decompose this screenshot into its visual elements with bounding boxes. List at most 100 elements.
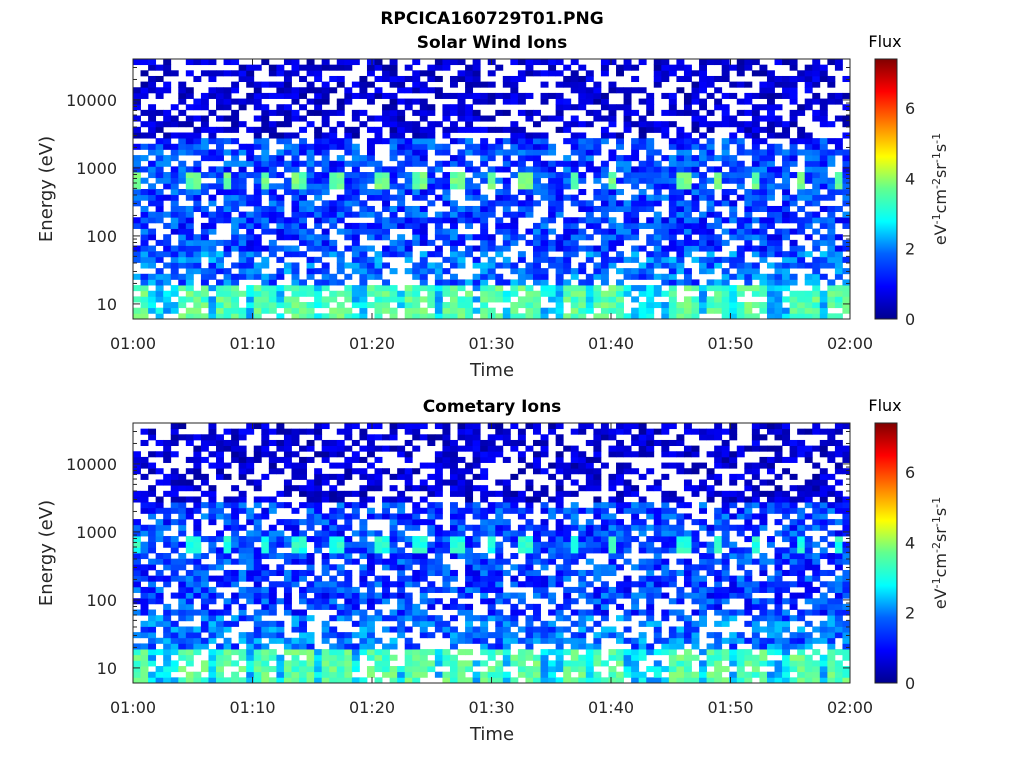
heatmap-cell — [683, 239, 692, 246]
heatmap-cell — [759, 273, 768, 280]
heatmap-cell — [291, 307, 300, 314]
heatmap-cell — [178, 626, 187, 633]
heatmap-cell — [827, 189, 836, 196]
heatmap-cell — [291, 524, 300, 531]
heatmap-cell — [351, 296, 360, 303]
heatmap-cell — [419, 98, 428, 105]
heatmap-cell — [623, 98, 632, 105]
heatmap-cell — [283, 649, 292, 656]
heatmap-cell — [193, 59, 202, 66]
heatmap-cell — [419, 649, 428, 656]
heatmap-cell — [774, 285, 783, 292]
heatmap-cell — [834, 632, 843, 639]
heatmap-cell — [155, 268, 164, 275]
heatmap-cell — [374, 313, 383, 320]
heatmap-cell — [570, 660, 579, 667]
heatmap-cell — [533, 228, 541, 235]
heatmap-cell — [238, 586, 247, 593]
heatmap-cell — [321, 200, 330, 207]
heatmap-cell — [351, 530, 360, 537]
heatmap-cell — [366, 222, 375, 229]
heatmap-cell — [729, 637, 738, 644]
heatmap-cell — [578, 155, 587, 162]
heatmap-cell — [570, 268, 579, 275]
heatmap-cell — [744, 98, 753, 105]
heatmap-cell — [729, 92, 738, 99]
heatmap-cell — [419, 660, 428, 667]
heatmap-cell — [563, 121, 572, 128]
heatmap-cell — [548, 262, 557, 269]
heatmap-cell — [661, 121, 670, 128]
heatmap-cell — [593, 302, 602, 309]
heatmap-cell — [827, 98, 836, 105]
heatmap-cell — [563, 569, 572, 577]
heatmap-cell — [593, 632, 602, 639]
heatmap-cell — [804, 643, 813, 650]
heatmap-cell — [714, 104, 723, 111]
heatmap-cell — [699, 603, 707, 610]
heatmap-cell — [449, 285, 458, 292]
heatmap-cell — [548, 592, 557, 599]
heatmap-cell — [548, 217, 557, 224]
heatmap-cell — [517, 132, 526, 139]
heatmap-cell — [782, 273, 791, 280]
heatmap-cell — [782, 81, 791, 88]
heatmap-cell — [691, 279, 700, 286]
heatmap-cell — [608, 632, 617, 639]
heatmap-cell — [412, 581, 421, 588]
heatmap-cell — [638, 302, 647, 309]
heatmap-cell — [480, 268, 489, 275]
heatmap-cell — [178, 205, 187, 213]
heatmap-cell — [502, 166, 511, 173]
heatmap-cell — [291, 143, 300, 150]
heatmap-cell — [397, 109, 406, 116]
heatmap-cell — [178, 222, 187, 229]
heatmap-cell — [744, 592, 753, 599]
heatmap-cell — [540, 637, 549, 644]
heatmap-cell — [140, 609, 149, 616]
heatmap-cell — [404, 558, 413, 565]
heatmap-cell — [261, 285, 270, 292]
heatmap-cell — [185, 251, 194, 258]
heatmap-cell — [827, 228, 836, 235]
heatmap-cell — [178, 302, 187, 309]
heatmap-cell — [397, 143, 406, 150]
heatmap-cell — [185, 632, 194, 639]
heatmap-cell — [140, 654, 149, 661]
heatmap-cell — [238, 632, 247, 639]
heatmap-cell — [759, 70, 768, 77]
heatmap-cell — [321, 177, 330, 184]
heatmap-cell — [517, 211, 526, 218]
heatmap-cell — [148, 643, 157, 650]
heatmap-cell — [789, 239, 798, 246]
heatmap-cell — [578, 536, 587, 543]
heatmap-cell — [827, 81, 836, 88]
heatmap-cell — [397, 149, 406, 156]
heatmap-cell — [216, 98, 224, 105]
heatmap-cell — [291, 245, 300, 252]
heatmap-cell — [804, 564, 813, 571]
heatmap-cell — [510, 211, 519, 218]
heatmap-cell — [216, 649, 224, 656]
heatmap-cell — [268, 302, 277, 309]
heatmap-cell — [412, 121, 421, 128]
heatmap-cell — [442, 143, 451, 150]
heatmap-cell — [412, 132, 421, 139]
heatmap-cell — [344, 558, 353, 565]
heatmap-cell — [691, 183, 700, 190]
heatmap-cell — [344, 553, 353, 560]
heatmap-cell — [389, 313, 398, 320]
heatmap-cell — [517, 649, 526, 656]
heatmap-cell — [412, 547, 421, 554]
heatmap-cell — [148, 59, 157, 66]
heatmap-cell — [412, 660, 421, 667]
heatmap-cell — [510, 541, 519, 548]
heatmap-cell — [819, 553, 828, 560]
heatmap-cell — [751, 166, 760, 173]
heatmap-cell — [706, 126, 715, 133]
heatmap-cell — [412, 302, 421, 309]
heatmap-cell — [193, 558, 202, 565]
heatmap-cell — [691, 143, 700, 150]
heatmap-cell — [231, 569, 240, 577]
heatmap-cell — [729, 256, 738, 263]
